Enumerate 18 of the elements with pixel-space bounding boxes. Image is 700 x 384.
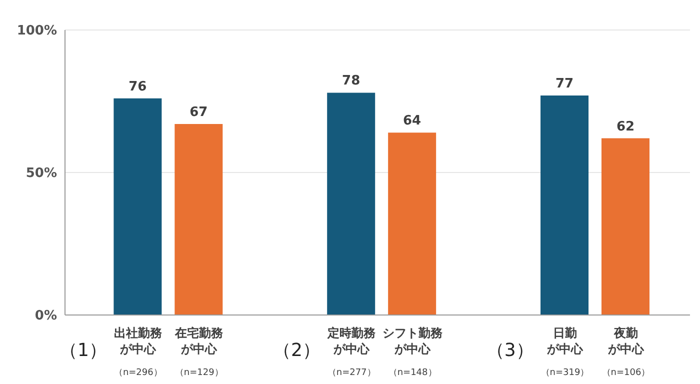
data-label: 76: [128, 79, 147, 94]
text: （2）: [272, 339, 322, 362]
x-tick-label: シフト勤務が中心（n=148）: [382, 326, 444, 378]
data-label: 67: [190, 105, 208, 120]
y-tick-label: 50%: [26, 166, 57, 182]
text: （3）: [485, 339, 535, 362]
x-tick-label: 日勤が中心（n=319）: [540, 326, 590, 378]
x-tick-label: 在宅勤務が中心（n=129）: [174, 326, 224, 378]
x-tick-label: 定時勤務が中心（n=277）: [326, 326, 377, 378]
data-label: 78: [342, 74, 360, 89]
y-tick-label: 0%: [34, 308, 57, 324]
x-tick-label: 夜勤が中心（n=106）: [602, 326, 650, 378]
y-tick-label: 100%: [16, 24, 57, 39]
data-label: 77: [555, 76, 574, 92]
data-label: 62: [616, 119, 635, 134]
x-tick-label: 出社勤務が中心（n=296）: [114, 326, 164, 378]
text: （1）: [58, 339, 108, 362]
data-label: 64: [403, 114, 422, 129]
